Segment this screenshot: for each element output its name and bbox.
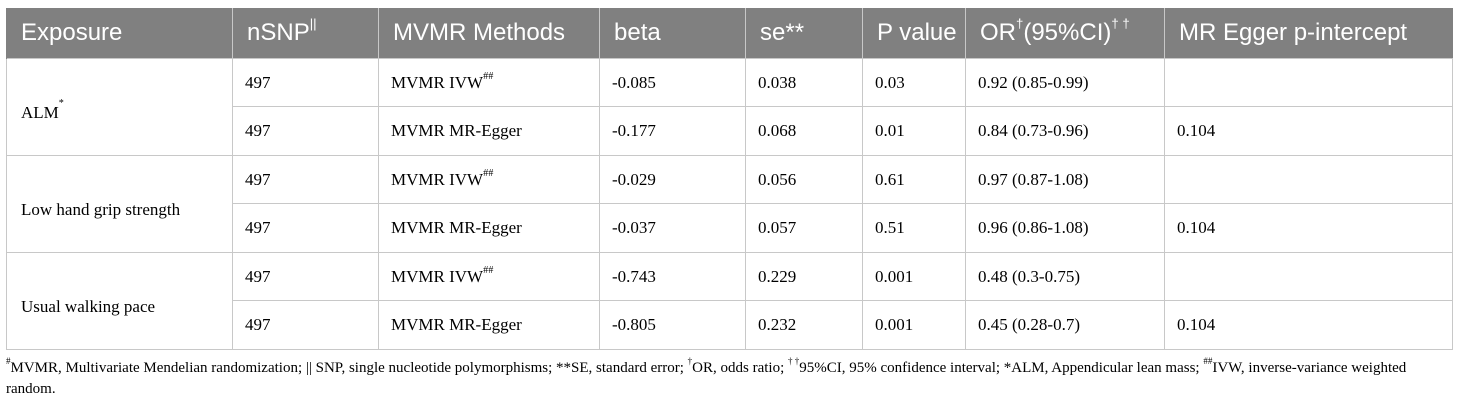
table-row: ALM* 497 MVMR IVW## -0.085 0.038 0.03 0.…: [6, 58, 1453, 156]
beta-cell: -0.085: [599, 58, 746, 107]
header-exposure: Exposure: [6, 8, 233, 59]
nsnp-cell: 497: [232, 300, 379, 350]
table-row: Usual walking pace 497 MVMR IVW## -0.743…: [6, 252, 1453, 350]
header-beta: beta: [599, 8, 746, 59]
nsnp-cell: 497: [232, 252, 379, 301]
or-cell: 0.97 (0.87-1.08): [965, 155, 1165, 204]
or-cell: 0.84 (0.73-0.96): [965, 106, 1165, 156]
nsnp-cell: 497: [232, 106, 379, 156]
se-cell: 0.229: [745, 252, 863, 301]
header-se: se**: [745, 8, 863, 59]
egger-cell: [1164, 58, 1453, 107]
method-cell: MVMR IVW##: [378, 252, 600, 301]
table-row: 497 MVMR MR-Egger -0.177 0.068 0.01 0.84…: [7, 106, 1453, 156]
exposure-cell: ALM*: [6, 58, 233, 156]
method-cell: MVMR MR-Egger: [378, 300, 600, 350]
or-cell: 0.48 (0.3-0.75): [965, 252, 1165, 301]
se-cell: 0.057: [745, 203, 863, 253]
p-value-cell: 0.001: [862, 252, 966, 301]
table-footnote: #MVMR, Multivariate Mendelian randomizat…: [6, 356, 1407, 397]
exposure-cell: Low hand grip strength: [6, 155, 233, 253]
method-cell: MVMR IVW##: [378, 155, 600, 204]
beta-cell: -0.037: [599, 203, 746, 253]
se-cell: 0.068: [745, 106, 863, 156]
beta-cell: -0.743: [599, 252, 746, 301]
header-egger-intercept: MR Egger p-intercept: [1164, 8, 1453, 59]
p-value-cell: 0.001: [862, 300, 966, 350]
method-cell: MVMR MR-Egger: [378, 106, 600, 156]
egger-cell: 0.104: [1164, 300, 1453, 350]
header-methods: MVMR Methods: [378, 8, 600, 59]
method-cell: MVMR IVW##: [378, 58, 600, 107]
header-or: OR†(95%CI)† †: [965, 8, 1165, 59]
header-row: Exposure nSNP|| MVMR Methods beta se** P…: [6, 8, 1453, 59]
or-cell: 0.92 (0.85-0.99): [965, 58, 1165, 107]
p-value-cell: 0.03: [862, 58, 966, 107]
nsnp-cell: 497: [232, 58, 379, 107]
se-cell: 0.056: [745, 155, 863, 204]
table-row: 497 MVMR MR-Egger -0.037 0.057 0.51 0.96…: [7, 203, 1453, 253]
beta-cell: -0.177: [599, 106, 746, 156]
p-value-cell: 0.51: [862, 203, 966, 253]
egger-cell: 0.104: [1164, 203, 1453, 253]
table-row: Low hand grip strength 497 MVMR IVW## -0…: [6, 155, 1453, 253]
header-p-value: P value: [862, 8, 966, 59]
results-table: Exposure nSNP|| MVMR Methods beta se** P…: [6, 8, 1453, 350]
se-cell: 0.232: [745, 300, 863, 350]
nsnp-cell: 497: [232, 203, 379, 253]
beta-cell: -0.805: [599, 300, 746, 350]
or-cell: 0.45 (0.28-0.7): [965, 300, 1165, 350]
se-cell: 0.038: [745, 58, 863, 107]
egger-cell: [1164, 252, 1453, 301]
egger-cell: [1164, 155, 1453, 204]
table-row: 497 MVMR MR-Egger -0.805 0.232 0.001 0.4…: [7, 300, 1453, 350]
p-value-cell: 0.61: [862, 155, 966, 204]
p-value-cell: 0.01: [862, 106, 966, 156]
egger-cell: 0.104: [1164, 106, 1453, 156]
nsnp-cell: 497: [232, 155, 379, 204]
or-cell: 0.96 (0.86-1.08): [965, 203, 1165, 253]
beta-cell: -0.029: [599, 155, 746, 204]
exposure-cell: Usual walking pace: [6, 252, 233, 350]
method-cell: MVMR MR-Egger: [378, 203, 600, 253]
header-nsnp: nSNP||: [232, 8, 379, 59]
